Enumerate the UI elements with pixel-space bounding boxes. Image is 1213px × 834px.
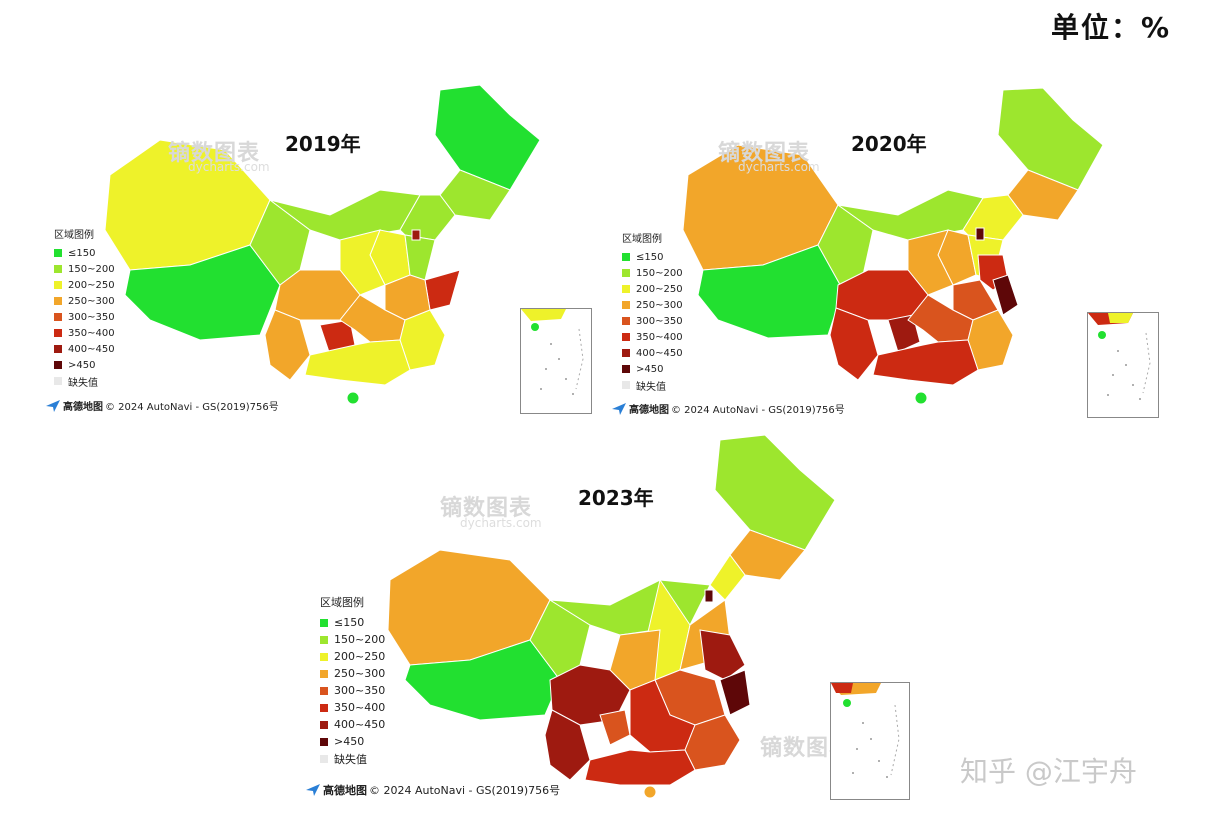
amap-logo-icon [612, 402, 626, 415]
amap-logo-icon [306, 784, 320, 796]
inset-map [831, 683, 900, 778]
inset-map [521, 309, 584, 395]
legend-swatch [320, 703, 328, 712]
legend-item: 300~350 [320, 682, 385, 699]
legend-item: 150~200 [54, 261, 115, 277]
legend-item: 250~300 [54, 293, 115, 309]
author-credit: 知乎 @江宇舟 [960, 755, 1137, 788]
legend-swatch [622, 349, 630, 357]
legend-swatch [320, 754, 328, 763]
legend-swatch [622, 381, 630, 389]
legend-item: 300~350 [622, 313, 683, 329]
legend-swatch [54, 329, 62, 337]
legend-swatch [320, 737, 328, 746]
map-attribution: 高德地图 © 2024 AutoNavi - GS(2019)756号 [612, 401, 845, 416]
legend-swatch [320, 652, 328, 661]
legend-swatch [622, 317, 630, 325]
legend-item: 200~250 [622, 281, 683, 297]
map-panel-2019: 2019年 镝数图表 dycharts.com 区域图例 ≤150 150~20… [40, 80, 610, 420]
legend-swatch [54, 313, 62, 321]
map-title: 2020年 [851, 132, 927, 156]
legend-swatch [320, 618, 328, 627]
amap-logo-icon [46, 399, 60, 412]
legend-swatch [622, 365, 630, 373]
south-china-sea-inset [1087, 312, 1159, 418]
legend-item: 350~400 [622, 329, 683, 345]
legend-item: 150~200 [622, 265, 683, 281]
map-panel-2020: 2020年 镝数图表 dycharts.com 区域图例 ≤150 150~20… [608, 80, 1178, 420]
china-map-2023 [387, 434, 836, 799]
watermark: 镝数图表 [168, 141, 261, 166]
legend-swatch [54, 377, 62, 385]
watermark-sub: dycharts.com [460, 516, 542, 530]
legend-item: >450 [54, 357, 115, 373]
watermark: 镝数图表 [440, 496, 533, 521]
legend-item: 250~300 [622, 297, 683, 313]
legend-swatch [320, 669, 328, 678]
map-attribution: 高德地图 © 2024 AutoNavi - GS(2019)756号 [306, 782, 560, 798]
legend-swatch [54, 249, 62, 257]
legend-item: 150~200 [320, 631, 385, 648]
legend-swatch [54, 345, 62, 353]
legend: 区域图例 ≤150 150~200 200~250 250~300 300~35… [320, 594, 385, 767]
watermark-sub: dycharts.com [188, 160, 270, 174]
legend: 区域图例 ≤150 150~200 200~250 250~300 300~35… [54, 226, 115, 389]
legend-item: ≤150 [320, 614, 385, 631]
legend-swatch [622, 333, 630, 341]
china-map-2019 [104, 84, 541, 405]
legend-item: 400~450 [54, 341, 115, 357]
legend-swatch [54, 265, 62, 273]
legend-item: ≤150 [622, 249, 683, 265]
south-china-sea-inset [830, 682, 910, 800]
legend-title: 区域图例 [54, 230, 94, 241]
legend-item: 缺失值 [622, 377, 683, 393]
legend-swatch [54, 281, 62, 289]
legend-swatch [622, 253, 630, 261]
legend-title: 区域图例 [622, 234, 662, 245]
legend-swatch [622, 285, 630, 293]
legend-item: 350~400 [320, 699, 385, 716]
legend-item: 250~300 [320, 665, 385, 682]
legend-item: ≤150 [54, 245, 115, 261]
legend-swatch [622, 269, 630, 277]
legend-item: 400~450 [320, 716, 385, 733]
legend-swatch [622, 301, 630, 309]
legend-swatch [54, 297, 62, 305]
legend-swatch [320, 635, 328, 644]
map-title: 2023年 [578, 486, 654, 510]
legend-title: 区域图例 [320, 596, 364, 609]
map-attribution: 高德地图 © 2024 AutoNavi - GS(2019)756号 [46, 398, 279, 413]
legend-item: >450 [320, 733, 385, 750]
legend-item: 350~400 [54, 325, 115, 341]
legend: 区域图例 ≤150 150~200 200~250 250~300 300~35… [622, 230, 683, 393]
legend-swatch [320, 720, 328, 729]
south-china-sea-inset [520, 308, 592, 414]
inset-map [1088, 313, 1151, 400]
legend-swatch [54, 361, 62, 369]
legend-item: 缺失值 [54, 373, 115, 389]
legend-item: 缺失值 [320, 750, 385, 767]
watermark: 镝数图表 [718, 141, 811, 166]
map-panel-2023: 2023年 镝数图表 dycharts.com 镝数图表 区域图例 ≤150 1… [300, 430, 920, 810]
legend-item: >450 [622, 361, 683, 377]
legend-swatch [320, 686, 328, 695]
watermark-sub: dycharts.com [738, 160, 820, 174]
legend-item: 300~350 [54, 309, 115, 325]
china-map-2020 [682, 87, 1104, 405]
legend-item: 200~250 [54, 277, 115, 293]
map-title: 2019年 [285, 132, 361, 156]
legend-item: 400~450 [622, 345, 683, 361]
unit-label: 单位：% [1050, 11, 1171, 44]
legend-item: 200~250 [320, 648, 385, 665]
